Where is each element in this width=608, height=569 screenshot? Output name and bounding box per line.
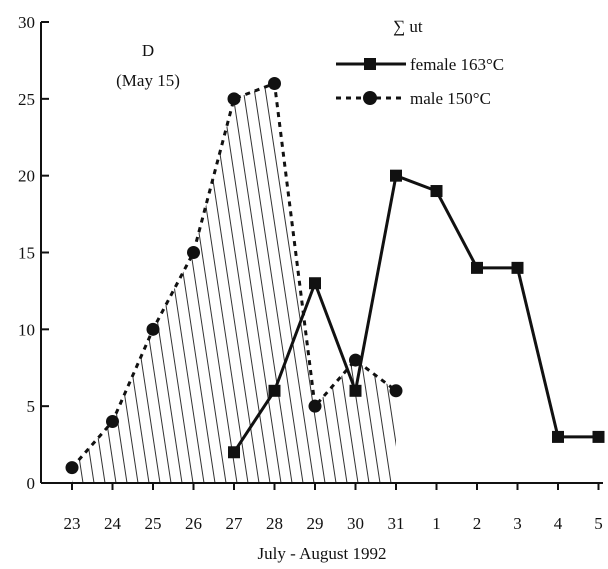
data-point — [227, 92, 241, 106]
legend-label-male: male 150°C — [410, 89, 491, 108]
hatch-line — [342, 83, 396, 483]
hatch-line — [596, 22, 608, 483]
x-tick-label: 23 — [64, 514, 81, 533]
hatch-line — [265, 83, 337, 483]
x-tick-label: 3 — [513, 514, 522, 533]
hatch-line — [508, 22, 578, 483]
annotation-line-1: D — [142, 41, 154, 60]
hatch-line — [331, 83, 396, 483]
x-tick-label: 25 — [145, 514, 162, 533]
hatch-line — [72, 83, 117, 483]
y-axis-ticks: 0 5 10 15 20 25 30 — [18, 13, 49, 493]
hatch-line — [210, 83, 282, 483]
hatch-line — [574, 22, 608, 483]
hatch-line — [530, 22, 600, 483]
y-tick-label: 10 — [18, 320, 35, 339]
legend-marker-male — [363, 91, 377, 105]
hatch-line — [89, 83, 161, 483]
legend-label-female: female 163°C — [410, 55, 504, 74]
data-point — [268, 76, 281, 90]
x-tick-label: 28 — [266, 514, 283, 533]
data-point — [390, 169, 402, 182]
hatch-line — [232, 83, 304, 483]
legend-title: ∑ ut — [393, 17, 423, 36]
data-point — [187, 246, 200, 259]
hatch-line — [166, 83, 238, 483]
hatch-line — [111, 83, 183, 483]
hatch-line — [298, 83, 370, 483]
hatch-line — [100, 83, 172, 483]
x-tick-label: 30 — [347, 514, 364, 533]
hatch-line — [497, 22, 567, 483]
data-point — [106, 415, 119, 429]
x-tick-label: 4 — [554, 514, 563, 533]
y-tick-label: 5 — [27, 397, 36, 416]
hatch-line — [276, 83, 348, 483]
hatch-line — [72, 83, 73, 483]
annotation-line-2: (May 15) — [116, 71, 180, 90]
hatch-line — [254, 83, 326, 483]
hatch-line — [0, 22, 6, 483]
x-tick-label: 31 — [388, 514, 405, 533]
hatch-line — [552, 22, 608, 483]
hatch-line — [243, 83, 315, 483]
series-line — [70, 81, 397, 469]
data-point — [471, 261, 483, 274]
axes — [40, 22, 603, 484]
x-tick-label: 24 — [104, 514, 122, 533]
series-line — [232, 174, 599, 454]
data-point — [552, 430, 564, 443]
hatch-line — [287, 83, 359, 483]
y-tick-label: 25 — [18, 90, 35, 109]
hatch-line — [563, 22, 608, 483]
y-tick-label: 0 — [27, 474, 36, 493]
y-tick-label: 15 — [18, 244, 35, 263]
series-female — [228, 169, 605, 459]
hatch-line — [0, 22, 17, 483]
hatch-line — [78, 83, 150, 483]
x-tick-label: 26 — [185, 514, 202, 533]
data-point — [268, 384, 281, 397]
hatch-line — [585, 22, 608, 483]
data-point — [228, 446, 240, 459]
data-point — [349, 353, 362, 367]
y-tick-label: 20 — [18, 167, 35, 186]
data-point — [592, 430, 605, 443]
hatch-line — [72, 83, 139, 483]
data-point — [65, 461, 79, 475]
x-tick-label: 27 — [226, 514, 244, 533]
x-axis-ticks: 23 24 25 26 27 28 29 30 31 1 2 3 4 5 — [64, 483, 603, 533]
annotation: D (May 15) — [116, 41, 180, 90]
hatch-line — [486, 22, 556, 483]
data-point — [308, 399, 322, 413]
x-tick-label: 5 — [594, 514, 603, 533]
data-point — [309, 277, 321, 290]
data-point — [511, 261, 524, 274]
series-male — [65, 76, 403, 475]
data-point — [389, 384, 403, 398]
data-point — [146, 322, 160, 336]
x-tick-label: 2 — [473, 514, 482, 533]
data-point — [430, 185, 443, 198]
hatch-line — [122, 83, 194, 483]
male-hatch-area — [0, 22, 608, 483]
data-point — [349, 384, 362, 397]
legend-marker-female — [364, 58, 376, 70]
x-tick-label: 29 — [307, 514, 324, 533]
x-axis-title: July - August 1992 — [258, 544, 387, 563]
legend: ∑ ut female 163°C male 150°C — [336, 17, 504, 108]
hatch-line — [144, 83, 216, 483]
x-tick-label: 1 — [432, 514, 441, 533]
series-layer — [65, 76, 605, 475]
y-tick-label: 30 — [18, 13, 35, 32]
